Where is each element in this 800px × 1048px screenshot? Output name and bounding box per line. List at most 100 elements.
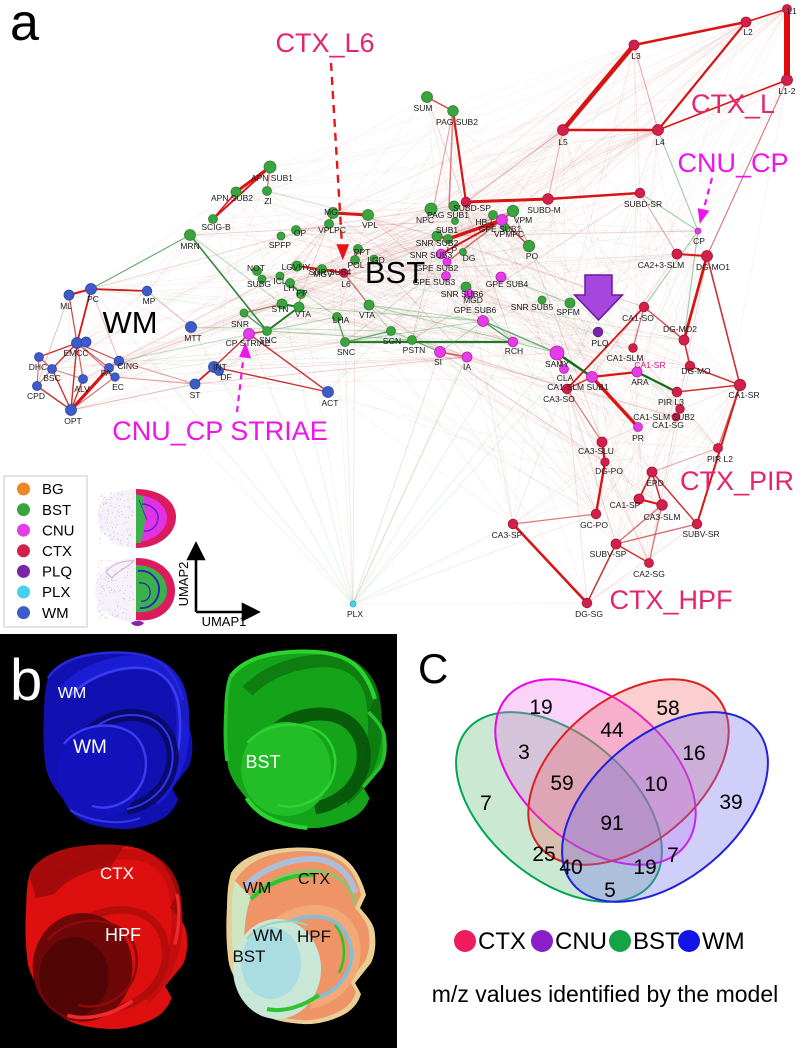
svg-text:OP: OP <box>294 228 307 238</box>
svg-text:BST: BST <box>42 502 71 519</box>
svg-text:7: 7 <box>667 844 679 867</box>
svg-text:VPM: VPM <box>514 215 532 225</box>
svg-text:CTX_L6: CTX_L6 <box>275 28 374 58</box>
svg-text:POL: POL <box>347 260 364 270</box>
svg-text:PLX: PLX <box>42 584 70 601</box>
svg-text:SUM: SUM <box>414 103 433 113</box>
svg-text:WM: WM <box>253 926 283 945</box>
svg-text:IA: IA <box>463 362 471 372</box>
svg-text:SUBD-M: SUBD-M <box>527 205 561 215</box>
svg-text:44: 44 <box>600 719 624 742</box>
svg-text:EMCC: EMCC <box>63 348 88 358</box>
svg-text:NOT: NOT <box>247 263 265 273</box>
svg-text:91: 91 <box>600 812 623 835</box>
svg-text:CTX: CTX <box>100 864 134 883</box>
svg-text:DF: DF <box>220 372 231 382</box>
svg-text:LP: LP <box>447 245 458 255</box>
svg-text:UMAP2: UMAP2 <box>176 562 191 607</box>
svg-text:39: 39 <box>719 791 742 814</box>
svg-text:PLQ: PLQ <box>42 564 72 581</box>
svg-text:VPL: VPL <box>362 220 378 230</box>
svg-text:LGVHY: LGVHY <box>282 262 311 272</box>
svg-text:SNR SUB3: SNR SUB3 <box>410 250 453 260</box>
svg-text:PAG SUB1: PAG SUB1 <box>427 210 469 220</box>
svg-text:PR: PR <box>632 433 644 443</box>
svg-text:L3: L3 <box>631 51 641 61</box>
svg-text:WM: WM <box>58 685 86 702</box>
svg-text:PLX: PLX <box>347 609 363 619</box>
svg-text:HB-L: HB-L <box>475 217 495 227</box>
svg-text:CP STRIAE: CP STRIAE <box>226 338 271 348</box>
svg-text:LHA: LHA <box>333 315 350 325</box>
svg-text:DG-MO2: DG-MO2 <box>663 324 697 334</box>
svg-text:DG-MO1: DG-MO1 <box>696 262 730 272</box>
svg-text:WM: WM <box>102 305 157 340</box>
svg-text:PC: PC <box>87 294 99 304</box>
svg-text:WM: WM <box>42 605 69 622</box>
svg-text:GPE SUB3: GPE SUB3 <box>413 277 456 287</box>
svg-text:PSTN: PSTN <box>403 345 426 355</box>
svg-text:SUBV-SP: SUBV-SP <box>590 549 627 559</box>
svg-text:CNU: CNU <box>555 928 607 955</box>
svg-text:UMAP1: UMAP1 <box>202 614 247 629</box>
svg-text:L5: L5 <box>558 137 568 147</box>
svg-text:VPMPC: VPMPC <box>494 229 524 239</box>
svg-text:CA3-SLM: CA3-SLM <box>644 512 681 522</box>
svg-text:L1-2: L1-2 <box>778 86 795 96</box>
svg-text:PIR L3: PIR L3 <box>658 397 684 407</box>
svg-text:SNR SUB2: SNR SUB2 <box>416 238 459 248</box>
svg-text:m/z values identified by the m: m/z values identified by the model <box>432 981 778 1007</box>
svg-text:BST: BST <box>365 255 425 290</box>
svg-text:CP: CP <box>693 236 705 246</box>
svg-text:SUB1: SUB1 <box>436 225 458 235</box>
svg-text:PO: PO <box>526 251 539 261</box>
svg-text:CTX: CTX <box>298 871 330 888</box>
svg-text:19: 19 <box>529 696 552 719</box>
svg-text:SPFP: SPFP <box>269 240 292 250</box>
svg-text:SUBD-SP: SUBD-SP <box>453 203 491 213</box>
svg-text:CA3-SO: CA3-SO <box>543 394 575 404</box>
svg-text:CNU_CP STRIAE: CNU_CP STRIAE <box>112 416 328 446</box>
svg-text:SUBD-SR: SUBD-SR <box>624 199 662 209</box>
svg-text:CA2-SG: CA2-SG <box>633 569 665 579</box>
svg-text:LH: LH <box>284 283 295 293</box>
svg-text:5: 5 <box>604 879 616 902</box>
svg-text:PPT: PPT <box>354 247 371 257</box>
svg-text:MRN: MRN <box>180 241 199 251</box>
svg-text:VPLPC: VPLPC <box>318 225 346 235</box>
svg-text:CA3-SP: CA3-SP <box>492 530 523 540</box>
svg-text:DG-PO: DG-PO <box>595 466 623 476</box>
svg-text:CTX: CTX <box>42 543 72 560</box>
svg-text:HPF: HPF <box>297 927 331 946</box>
svg-text:16: 16 <box>682 742 705 765</box>
svg-text:WM: WM <box>73 737 107 758</box>
svg-text:GPE SUB4: GPE SUB4 <box>486 279 529 289</box>
svg-text:INT: INT <box>213 362 227 372</box>
svg-text:PLQ: PLQ <box>591 338 608 348</box>
svg-text:CA1-SLM SUB2: CA1-SLM SUB2 <box>633 412 695 422</box>
svg-text:CLA: CLA <box>557 373 574 383</box>
svg-text:3: 3 <box>518 741 530 764</box>
svg-text:CA1-SP: CA1-SP <box>610 500 641 510</box>
svg-text:CA3-SLU: CA3-SLU <box>578 446 614 456</box>
svg-text:SPFM: SPFM <box>556 307 580 317</box>
svg-text:MG: MG <box>324 207 338 217</box>
svg-text:CA1-SLM SUB1: CA1-SLM SUB1 <box>547 382 609 392</box>
svg-text:ICL: ICL <box>273 276 287 286</box>
svg-text:EPD: EPD <box>646 478 663 488</box>
svg-text:BST: BST <box>633 928 680 955</box>
svg-text:SI: SI <box>434 357 442 367</box>
svg-text:CING: CING <box>117 361 138 371</box>
svg-text:BST: BST <box>245 752 280 772</box>
svg-text:ZI: ZI <box>264 196 272 206</box>
svg-text:10: 10 <box>644 773 667 796</box>
svg-text:WM: WM <box>702 928 745 955</box>
svg-text:STN: STN <box>272 304 289 314</box>
svg-text:BG: BG <box>42 481 64 498</box>
svg-text:EC: EC <box>112 382 124 392</box>
svg-text:GPE SUB1: GPE SUB1 <box>479 224 522 234</box>
svg-text:GC-PO: GC-PO <box>580 520 608 530</box>
svg-text:MP: MP <box>143 296 156 306</box>
svg-text:40: 40 <box>559 856 582 879</box>
svg-text:VTA: VTA <box>295 309 311 319</box>
